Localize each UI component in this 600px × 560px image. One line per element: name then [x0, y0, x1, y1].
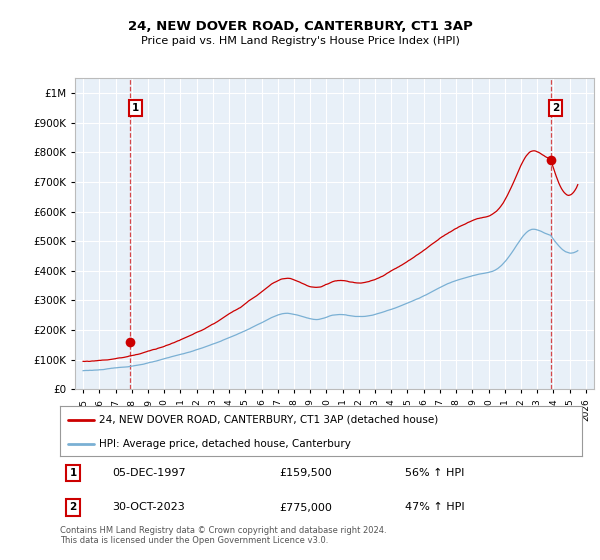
- Text: 47% ↑ HPI: 47% ↑ HPI: [404, 502, 464, 512]
- Text: £775,000: £775,000: [279, 502, 332, 512]
- Text: Price paid vs. HM Land Registry's House Price Index (HPI): Price paid vs. HM Land Registry's House …: [140, 36, 460, 46]
- Text: Contains HM Land Registry data © Crown copyright and database right 2024.: Contains HM Land Registry data © Crown c…: [60, 526, 386, 535]
- Text: £159,500: £159,500: [279, 468, 332, 478]
- Text: 2: 2: [552, 103, 559, 113]
- Text: 24, NEW DOVER ROAD, CANTERBURY, CT1 3AP (detached house): 24, NEW DOVER ROAD, CANTERBURY, CT1 3AP …: [99, 414, 439, 424]
- Text: 56% ↑ HPI: 56% ↑ HPI: [404, 468, 464, 478]
- Text: 05-DEC-1997: 05-DEC-1997: [112, 468, 186, 478]
- Text: 1: 1: [132, 103, 139, 113]
- Text: HPI: Average price, detached house, Canterbury: HPI: Average price, detached house, Cant…: [99, 439, 351, 449]
- Text: This data is licensed under the Open Government Licence v3.0.: This data is licensed under the Open Gov…: [60, 536, 328, 545]
- Text: 24, NEW DOVER ROAD, CANTERBURY, CT1 3AP: 24, NEW DOVER ROAD, CANTERBURY, CT1 3AP: [128, 20, 472, 32]
- Text: 2: 2: [70, 502, 77, 512]
- Text: 30-OCT-2023: 30-OCT-2023: [112, 502, 185, 512]
- Text: 1: 1: [70, 468, 77, 478]
